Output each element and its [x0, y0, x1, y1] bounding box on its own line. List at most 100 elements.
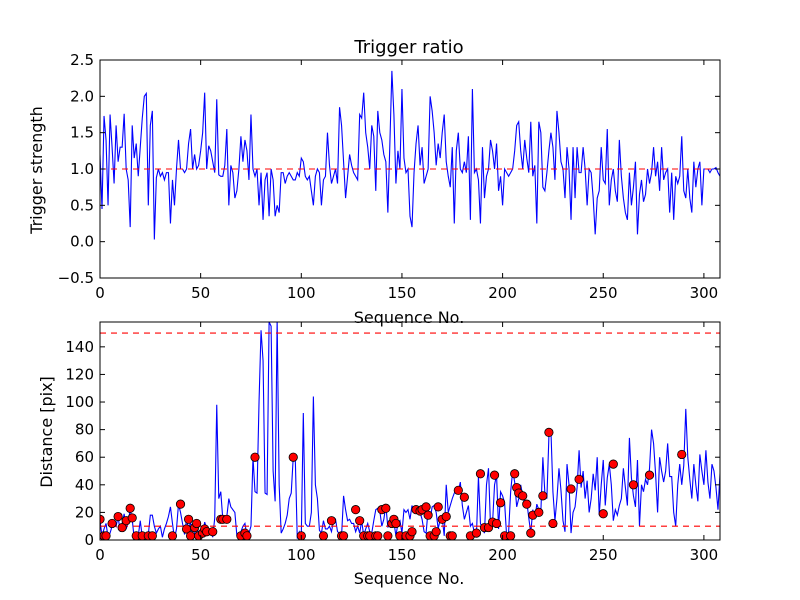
scatter-point — [355, 516, 365, 526]
scatter-point — [125, 503, 135, 513]
y-axis-ticks: 0 20 40 60 80 100 120 140 — [65, 338, 720, 549]
y-tick-label: 1.0 — [70, 160, 94, 178]
scatter-point — [447, 531, 457, 540]
x-tick-label: 50 — [191, 546, 210, 564]
scatter-point — [574, 474, 584, 484]
axes-frame — [99, 321, 721, 541]
x-tick-label: 200 — [488, 284, 517, 302]
x-tick-label: 300 — [690, 546, 719, 564]
scatter-point — [598, 509, 608, 519]
x-tick-label: 150 — [388, 284, 417, 302]
scatter-point — [538, 491, 548, 501]
x-axis-label: Sequence No. — [354, 569, 465, 588]
scatter-point — [628, 480, 639, 490]
chart-title: Trigger ratio — [353, 37, 463, 58]
x-axis-ticks: 0 50 100 150 200 250 300 — [95, 60, 718, 302]
scatter-point — [433, 502, 443, 512]
y-tick-label: 1.5 — [70, 124, 94, 142]
scatter-point — [534, 507, 544, 518]
scatter-point — [250, 452, 260, 462]
scatter-point — [421, 502, 431, 512]
scatter-point — [107, 518, 117, 529]
scatter-point — [510, 469, 520, 479]
scatter-point — [522, 499, 532, 509]
scatter-point — [423, 510, 433, 520]
x-axis-ticks: 0 50 100 150 200 250 300 — [95, 322, 718, 564]
scatter-point — [459, 492, 469, 502]
scatter-point — [495, 498, 506, 508]
y-tick-label: 0.0 — [70, 233, 94, 251]
y-tick-label: 2.5 — [70, 51, 94, 69]
scatter-point — [326, 516, 337, 526]
scatter-point — [318, 531, 329, 540]
scatter-point — [288, 452, 298, 462]
scatter-point — [147, 531, 157, 540]
y-tick-label: 0.5 — [70, 196, 94, 214]
y-tick-label: −0.5 — [58, 269, 94, 287]
scatter-point — [208, 527, 218, 537]
y-axis-ticks: −0.5 0.0 0.5 1.0 1.5 2.0 2.5 — [58, 51, 720, 287]
scatter-point — [117, 522, 127, 533]
y-tick-label: 0 — [84, 531, 94, 549]
scatter-point — [677, 449, 687, 460]
scatter-point — [381, 503, 391, 513]
scatter-point — [431, 527, 441, 537]
scatter-point — [242, 531, 252, 540]
x-tick-label: 150 — [388, 546, 417, 564]
scatter-point — [338, 531, 349, 540]
y-axis-label: Distance [pix] — [37, 376, 56, 488]
x-tick-label: 200 — [488, 546, 517, 564]
scatter-point — [101, 531, 111, 540]
x-tick-label: 0 — [95, 284, 105, 302]
scatter-point — [113, 511, 123, 522]
plot-area — [100, 70, 720, 240]
scatter-point — [222, 514, 232, 524]
scatter-point — [506, 531, 516, 540]
scatter-point — [491, 518, 502, 529]
scatter-point — [453, 485, 463, 495]
x-tick-label: 250 — [589, 546, 618, 564]
scatter-point — [518, 491, 528, 501]
scatter-point — [383, 531, 393, 540]
scatter-point — [644, 470, 655, 480]
scatter-point — [127, 513, 137, 523]
x-tick-label: 300 — [690, 284, 719, 302]
x-axis-label: Sequence No. — [354, 308, 465, 327]
series-line-trigger-strength — [100, 70, 720, 240]
scatter-point — [608, 459, 618, 469]
y-tick-label: 140 — [65, 338, 94, 356]
x-tick-label: 100 — [287, 546, 316, 564]
scatter-point — [526, 528, 536, 538]
scatter-point — [373, 531, 383, 540]
scatter-point — [489, 470, 500, 480]
distance-chart: 0 50 100 150 200 250 300 0 20 40 60 80 100 120 140 Se… — [37, 321, 721, 588]
scatter-point — [441, 511, 451, 522]
y-tick-label: 100 — [65, 393, 94, 411]
y-tick-label: 120 — [65, 365, 94, 383]
y-tick-label: 40 — [75, 476, 94, 494]
scatter-point — [475, 469, 486, 479]
x-tick-label: 50 — [191, 284, 210, 302]
y-axis-label: Trigger strength — [27, 106, 46, 235]
scatter-point — [548, 518, 558, 529]
scatter-point — [544, 427, 554, 437]
scatter-point — [185, 531, 196, 540]
scatter-point — [391, 518, 401, 529]
x-tick-label: 100 — [287, 284, 316, 302]
y-tick-label: 2.0 — [70, 87, 94, 105]
x-tick-label: 250 — [589, 284, 618, 302]
y-tick-label: 20 — [75, 503, 94, 521]
x-tick-label: 0 — [95, 546, 105, 564]
scatter-point — [351, 505, 361, 515]
y-tick-label: 80 — [75, 421, 94, 439]
scatter-point — [167, 531, 178, 540]
scatter-point — [192, 518, 202, 529]
trigger-ratio-chart: Trigger ratio 0 50 100 150 200 250 300 −0.5 0.0… — [27, 37, 721, 327]
scatter-point — [471, 528, 482, 538]
scatter-point — [566, 484, 576, 494]
y-tick-label: 60 — [75, 448, 94, 466]
scatter-point — [175, 499, 186, 509]
plot-area — [100, 322, 720, 540]
